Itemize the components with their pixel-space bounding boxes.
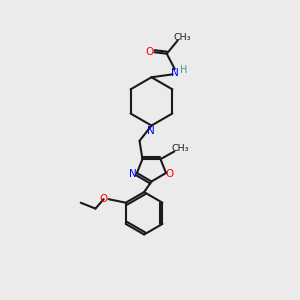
Text: N: N [147, 126, 155, 136]
Text: O: O [166, 169, 174, 179]
Text: CH₃: CH₃ [174, 33, 191, 42]
Text: CH₃: CH₃ [171, 144, 189, 153]
Text: H: H [180, 65, 188, 76]
Text: N: N [171, 68, 178, 78]
Text: N: N [129, 169, 137, 179]
Text: O: O [145, 47, 154, 57]
Text: O: O [100, 194, 108, 204]
